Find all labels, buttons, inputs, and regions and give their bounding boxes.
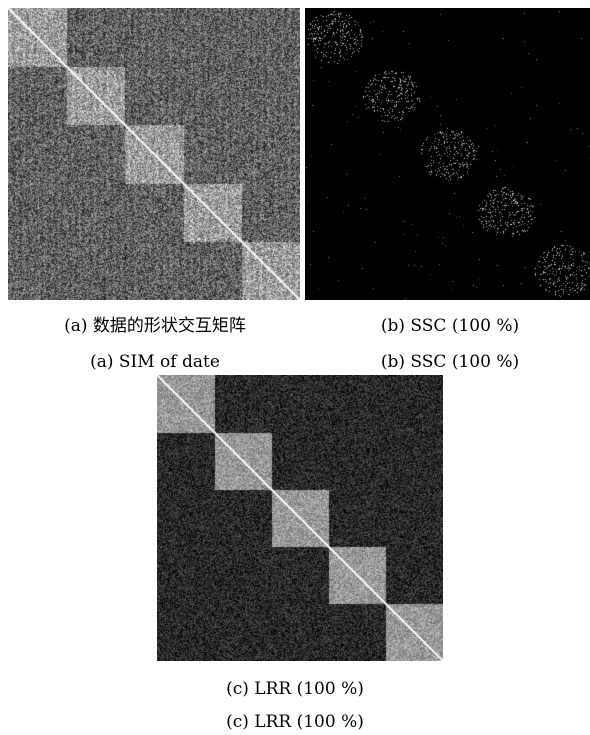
- caption-a-cn: (a) 数据的形状交互矩阵: [64, 316, 246, 336]
- caption-b-cn: (b) SSC (100 %): [380, 316, 520, 336]
- matrix-image-ssc: [305, 8, 590, 300]
- caption-b-en: (b) SSC (100 %): [380, 352, 520, 372]
- caption-c-cn: (c) LRR (100 %): [226, 679, 364, 699]
- caption-a-en: (a) SIM of date: [90, 352, 220, 372]
- caption-c-en: (c) LRR (100 %): [226, 712, 364, 732]
- matrix-image-sim: [8, 8, 300, 300]
- matrix-image-lrr: [157, 375, 443, 661]
